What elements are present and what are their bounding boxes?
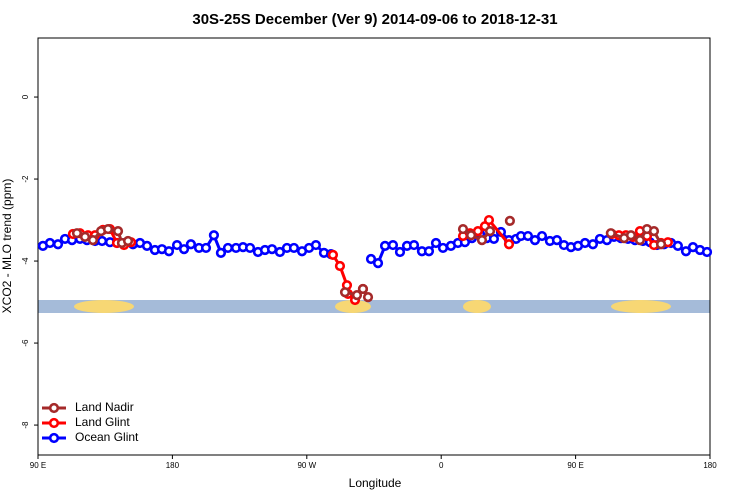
- point: [112, 226, 124, 237]
- chart-title: 30S-25S December (Ver 9) 2014-09-06 to 2…: [192, 11, 557, 28]
- point: [655, 239, 667, 250]
- point: [178, 244, 190, 255]
- y-tick-label: 0: [21, 94, 30, 99]
- point: [200, 242, 212, 254]
- point: [672, 240, 683, 251]
- legend-label: Land Nadir: [75, 400, 134, 414]
- point: [357, 283, 369, 295]
- point: [529, 235, 541, 246]
- point: [408, 239, 420, 251]
- point: [605, 228, 616, 239]
- x-tick-label: 0: [439, 461, 444, 470]
- y-tick-label: -6: [21, 339, 30, 347]
- point: [87, 235, 99, 246]
- land-patch: [74, 300, 134, 313]
- point: [579, 237, 591, 249]
- x-tick-label: 90 E: [30, 461, 46, 470]
- point: [648, 226, 660, 237]
- point: [288, 242, 300, 254]
- point: [365, 253, 377, 265]
- point: [522, 230, 534, 242]
- point: [208, 230, 220, 241]
- legend-marker: [48, 417, 60, 429]
- legend-marker: [48, 432, 60, 444]
- x-tick-label: 180: [166, 461, 180, 470]
- point: [215, 247, 227, 258]
- point: [141, 240, 153, 251]
- point: [457, 223, 469, 235]
- point: [362, 292, 374, 303]
- point: [465, 230, 477, 241]
- ocean-strip: [38, 300, 710, 313]
- point: [171, 239, 183, 251]
- point: [484, 226, 496, 237]
- point: [437, 242, 449, 254]
- legend-marker: [48, 402, 60, 414]
- point: [71, 228, 83, 239]
- land-patch: [335, 300, 371, 313]
- point: [163, 246, 175, 257]
- point: [430, 237, 442, 249]
- land-patch: [611, 300, 671, 313]
- point: [394, 246, 406, 258]
- point: [122, 235, 134, 247]
- point: [185, 239, 197, 250]
- point: [351, 289, 363, 301]
- point: [52, 239, 64, 250]
- x-tick-label: 90 W: [297, 461, 316, 470]
- point: [472, 226, 484, 237]
- point: [634, 235, 646, 246]
- point: [334, 260, 346, 272]
- point: [372, 258, 384, 269]
- y-tick-label: -4: [21, 257, 30, 265]
- point: [274, 246, 286, 258]
- y-tick-label: -8: [21, 421, 30, 429]
- point: [503, 239, 515, 250]
- point: [551, 235, 563, 246]
- point: [536, 230, 548, 242]
- point: [327, 249, 339, 261]
- point: [587, 239, 599, 250]
- point: [488, 233, 500, 245]
- point: [379, 240, 391, 251]
- point: [483, 214, 495, 226]
- y-tick-label: -2: [21, 175, 30, 183]
- point: [680, 246, 692, 257]
- land-band: [38, 300, 710, 313]
- point: [244, 242, 256, 254]
- x-axis-label: Longitude: [349, 476, 402, 490]
- point: [701, 246, 713, 258]
- point: [44, 237, 56, 249]
- point: [79, 231, 91, 242]
- x-tick-label: 90 E: [567, 461, 583, 470]
- point: [504, 215, 515, 226]
- point: [222, 242, 234, 254]
- point: [339, 287, 351, 298]
- point: [625, 230, 637, 241]
- point: [96, 235, 108, 247]
- point: [387, 239, 399, 251]
- point: [266, 244, 278, 255]
- point: [476, 235, 488, 246]
- legend-label: Land Glint: [75, 415, 130, 429]
- point: [423, 246, 435, 257]
- x-tick-label: 180: [703, 461, 717, 470]
- point: [310, 239, 322, 251]
- legend-label: Ocean Glint: [75, 430, 139, 444]
- y-axis-label: XCO2 - MLO trend (ppm): [0, 179, 14, 314]
- land-patch: [463, 300, 491, 313]
- point: [102, 223, 114, 235]
